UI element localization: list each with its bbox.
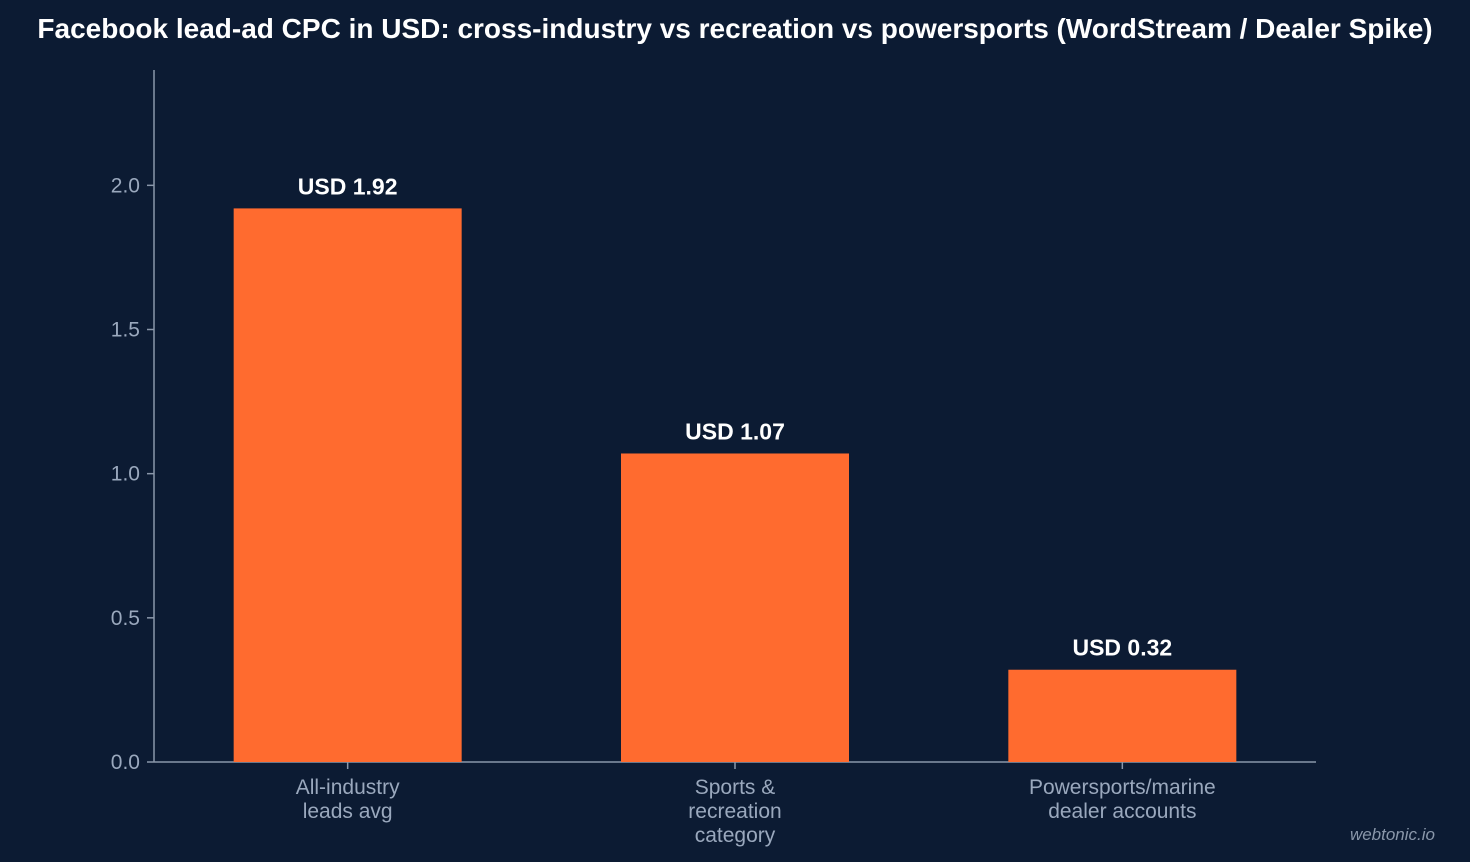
data-label: USD 0.32 — [1072, 635, 1172, 661]
data-label: USD 1.07 — [685, 418, 785, 444]
data-labels-group: USD 1.92 USD 1.07 USD 0.32 — [298, 173, 1172, 660]
y-tick-label: 1.5 — [111, 319, 140, 342]
x-tick-label-line: Powersports/marine — [1029, 776, 1216, 799]
bars-group — [233, 208, 1237, 762]
y-tick-label: 0.5 — [111, 607, 140, 630]
x-tick-label-line: All-industry — [296, 776, 400, 799]
x-tick-label: Sports & recreation category — [688, 776, 781, 847]
x-tick-label-line: recreation — [688, 800, 781, 823]
data-label: USD 1.92 — [298, 173, 398, 199]
x-tick-label: All-industry leads avg — [296, 776, 400, 823]
y-tick-label: 2.0 — [111, 174, 140, 197]
x-tick-label-line: category — [695, 824, 776, 847]
x-tick-label-line: Sports & — [695, 776, 776, 799]
y-axis: 0.0 0.5 1.0 1.5 2.0 — [111, 70, 155, 774]
y-tick-label: 0.0 — [111, 751, 140, 774]
x-axis: All-industry leads avg Sports & recreation c… — [154, 761, 1316, 847]
bar — [233, 208, 462, 762]
bar — [1008, 669, 1237, 762]
chart-title: Facebook lead-ad CPC in USD: cross-indus… — [37, 13, 1432, 44]
y-tick-label: 1.0 — [111, 463, 140, 486]
bar — [621, 453, 849, 762]
x-tick-label: Powersports/marine dealer accounts — [1029, 776, 1216, 823]
x-tick-label-line: leads avg — [303, 800, 393, 823]
x-tick-label-line: dealer accounts — [1048, 800, 1196, 823]
watermark: webtonic.io — [1350, 825, 1435, 844]
